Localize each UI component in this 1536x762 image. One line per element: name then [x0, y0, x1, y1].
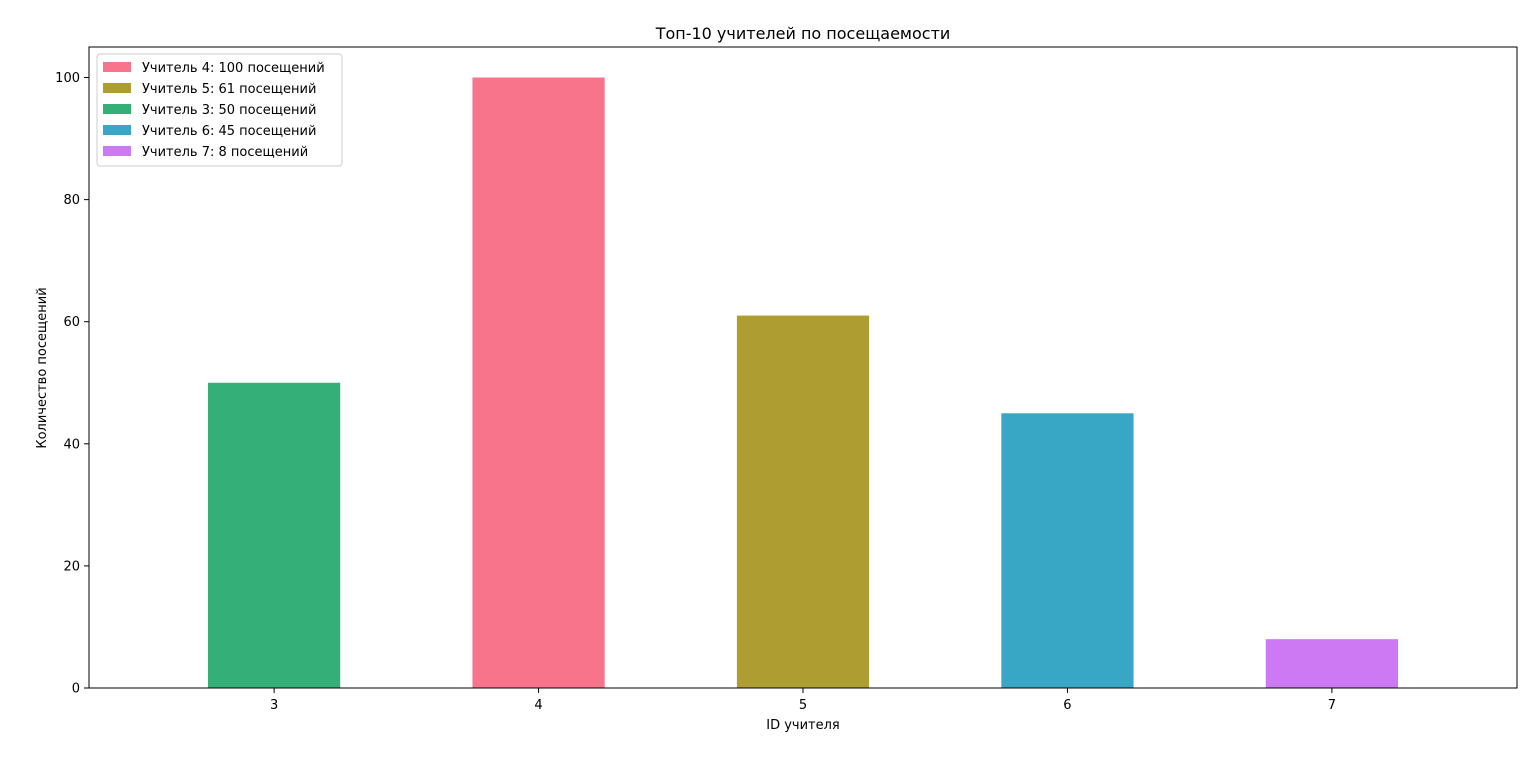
legend-entry: Учитель 4: 100 посещений [142, 61, 325, 76]
legend-swatch [103, 146, 131, 156]
legend-swatch [103, 62, 131, 72]
x-tick-label: 6 [1063, 698, 1071, 713]
x-axis-label: ID учителя [766, 718, 840, 733]
y-tick-label: 40 [63, 437, 80, 452]
legend-swatch [103, 83, 131, 93]
x-tick-label: 5 [799, 698, 807, 713]
legend: Учитель 4: 100 посещений Учитель 5: 61 по… [96, 53, 343, 167]
legend-swatch [103, 104, 131, 114]
legend-entry: Учитель 7: 8 посещений [142, 145, 308, 160]
bar-5 [736, 315, 870, 688]
y-tick-label: 100 [55, 71, 80, 86]
x-tick-label: 4 [534, 698, 542, 713]
x-axis: 3 4 5 6 7 [270, 688, 1336, 713]
bar-3 [208, 382, 341, 688]
bars-group [208, 77, 1398, 689]
bar-6 [1001, 413, 1134, 688]
legend-swatch [103, 125, 131, 135]
y-tick-label: 0 [72, 682, 80, 697]
y-tick-label: 80 [63, 193, 80, 208]
legend-frame [96, 53, 343, 167]
y-tick-label: 20 [63, 559, 80, 574]
x-tick-label: 3 [270, 698, 278, 713]
y-axis: 0 20 40 60 80 100 [55, 71, 89, 697]
bar-4 [472, 77, 605, 689]
bar-7 [1265, 639, 1398, 688]
legend-entry: Учитель 6: 45 посещений [142, 124, 316, 139]
y-axis-label: Количество посещений [35, 287, 50, 448]
y-tick-label: 60 [63, 315, 80, 330]
legend-entry: Учитель 3: 50 посещений [142, 103, 316, 118]
legend-entry: Учитель 5: 61 посещений [142, 82, 316, 97]
chart-title: Топ-10 учителей по посещаемости [655, 24, 951, 43]
x-tick-label: 7 [1328, 698, 1336, 713]
